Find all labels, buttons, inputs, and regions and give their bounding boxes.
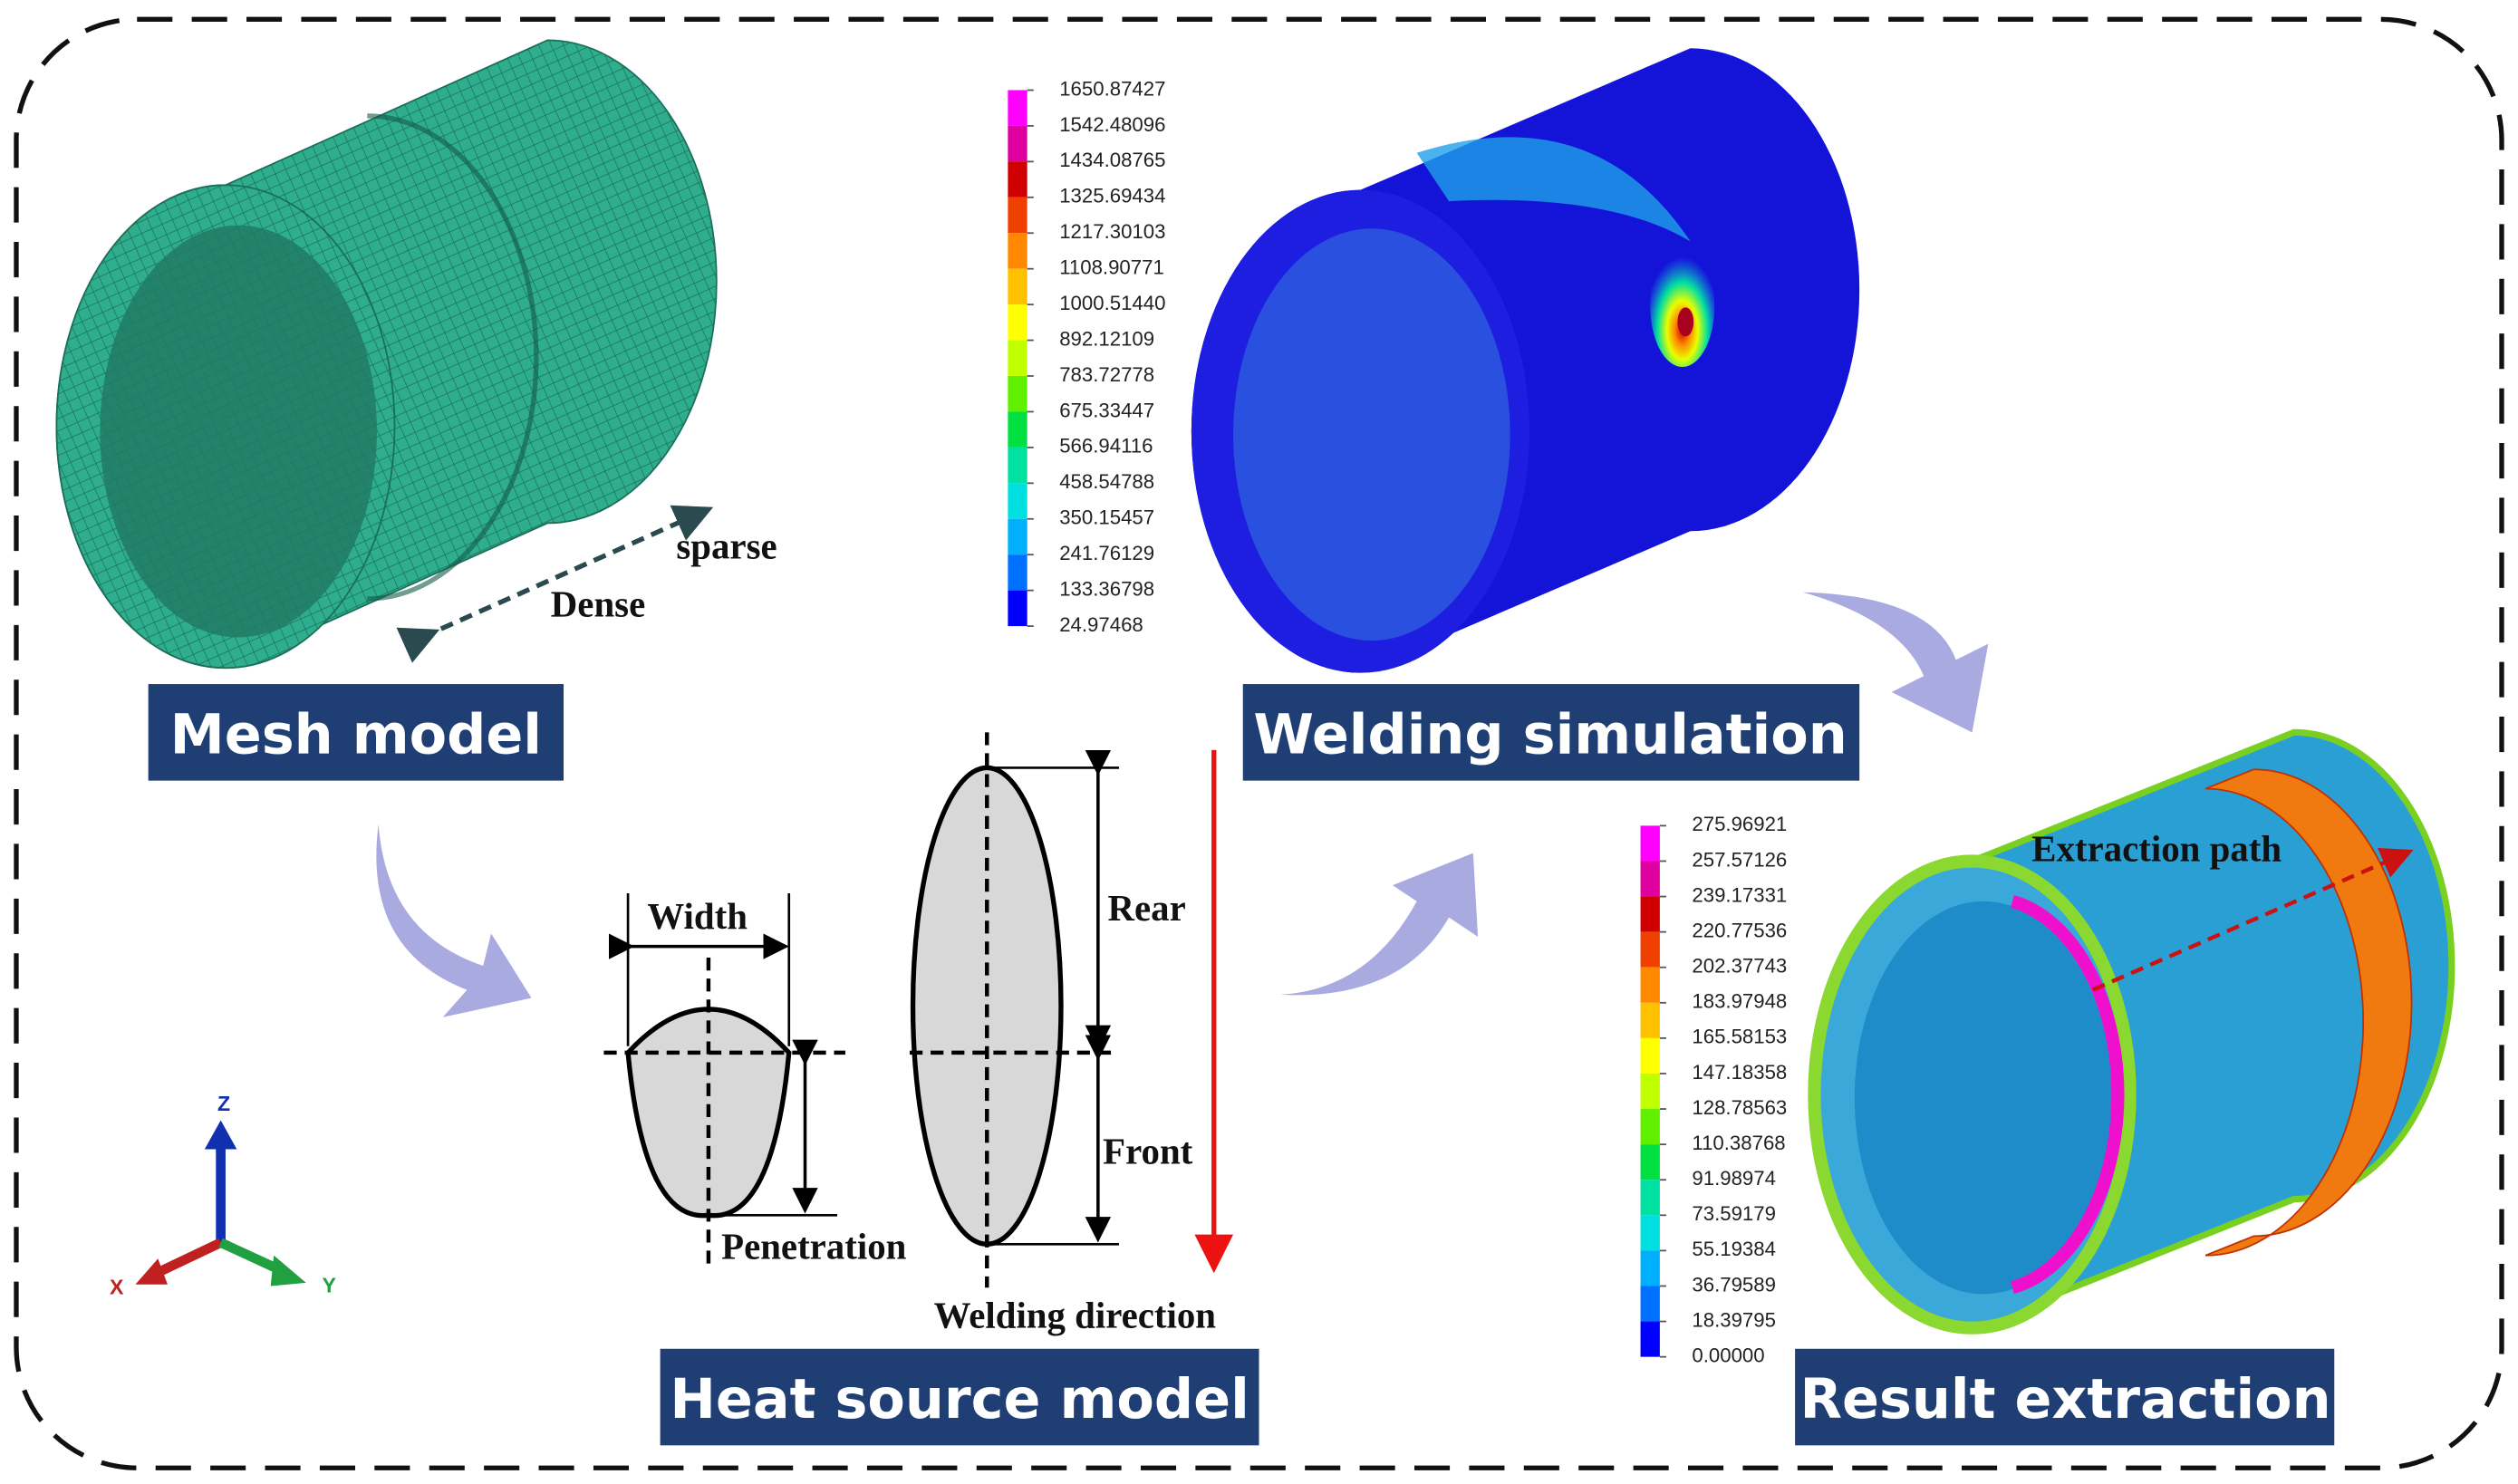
sparse-label: sparse: [676, 525, 777, 566]
legend-label: 566.94116: [1059, 435, 1153, 458]
title-box: [1795, 1348, 2335, 1446]
legend-swatch: [1008, 197, 1027, 234]
density-arrow: [396, 505, 714, 663]
dashed-border: [14, 16, 2504, 1470]
legend-label: 128.78563: [1692, 1096, 1787, 1119]
legend-label: 91.98974: [1692, 1167, 1776, 1190]
legend-label: 24.97468: [1059, 613, 1143, 636]
legend-label: 18.39795: [1692, 1308, 1776, 1331]
legend-label: 183.97948: [1692, 990, 1787, 1013]
legend-label: 1650.87427: [1059, 77, 1165, 100]
axes-triad: Z X Y: [110, 1092, 337, 1299]
legend-swatch: [1008, 90, 1027, 126]
legend-swatch: [1640, 931, 1660, 968]
legend-label: 133.36798: [1059, 578, 1154, 601]
legend-swatch: [1008, 447, 1027, 484]
legend-swatch: [1008, 233, 1027, 269]
panel-title: Mesh model: [170, 703, 542, 766]
title-box: [660, 1348, 1259, 1446]
legend-label: 147.18358: [1692, 1061, 1787, 1084]
flow-arrows: [376, 592, 1989, 1017]
legend-swatch: [1640, 1073, 1660, 1110]
axis-label: X: [110, 1275, 124, 1298]
legend-swatch: [1008, 376, 1027, 412]
axis-label: Z: [217, 1092, 230, 1115]
legend-swatch: [1640, 1037, 1660, 1074]
legend-label: 458.54788: [1059, 470, 1154, 493]
legend-swatch: [1008, 161, 1027, 198]
legend-label: 1325.69434: [1059, 185, 1165, 207]
legend-swatch: [1008, 268, 1027, 305]
width-label: Width: [647, 896, 748, 937]
extraction-path: [2091, 847, 2414, 992]
title-box: [148, 684, 564, 781]
legend-label: 257.57126: [1692, 848, 1787, 871]
legend-label: 73.59179: [1692, 1202, 1776, 1225]
legend-swatch: [1640, 896, 1660, 932]
legend-swatch: [1640, 1002, 1660, 1038]
rear-label: Rear: [1108, 888, 1186, 929]
legend-label: 783.72778: [1059, 363, 1154, 386]
legend-label: 350.15457: [1059, 506, 1154, 529]
legend-swatch: [1640, 1250, 1660, 1286]
legend-label: 1434.08765: [1059, 149, 1165, 171]
legend-label: 1000.51440: [1059, 292, 1165, 314]
panel-title: Heat source model: [670, 1368, 1249, 1431]
panel-title: Result extraction: [1799, 1368, 2330, 1431]
path-label: Extraction path: [2031, 828, 2282, 869]
legend-swatch: [1640, 861, 1660, 897]
front-label: Front: [1103, 1131, 1193, 1171]
legend-swatch: [1008, 483, 1027, 519]
legend-label: 165.58153: [1692, 1026, 1787, 1048]
legend-label: 0.00000: [1692, 1344, 1764, 1367]
legend-label: 1108.90771: [1059, 256, 1164, 279]
axis-label: Y: [323, 1274, 337, 1297]
legend-label: 1542.48096: [1059, 113, 1165, 136]
legend-label: 1217.30103: [1059, 220, 1165, 243]
legend-swatch: [1640, 1180, 1660, 1216]
result-cylinder: [1808, 728, 2455, 1335]
dense-label: Dense: [551, 583, 645, 624]
legend-label: 55.19384: [1692, 1238, 1776, 1260]
legend-label: 275.96921: [1692, 813, 1787, 835]
panel-title: Welding simulation: [1253, 703, 1847, 766]
legend-label: 239.17331: [1692, 883, 1787, 906]
legend-swatch: [1640, 967, 1660, 1003]
legends: 1650.87427 1542.48096 1434.08765 1325.69434…: [1008, 77, 1787, 1367]
legend-swatch: [1640, 1286, 1660, 1322]
welding-cylinder: [1191, 48, 1860, 673]
legend-swatch: [1008, 554, 1027, 591]
legend-swatch: [1008, 125, 1027, 162]
penetration-label: Penetration: [721, 1226, 907, 1267]
legend-swatch: [1008, 340, 1027, 377]
legend-swatch: [1008, 590, 1027, 627]
legend-swatch: [1640, 1215, 1660, 1251]
legend-swatch: [1640, 825, 1660, 862]
legend-label: 675.33447: [1059, 399, 1154, 421]
legend-label: 202.37743: [1692, 955, 1787, 978]
legend-swatch: [1008, 304, 1027, 341]
legend-swatch: [1640, 1321, 1660, 1357]
legend-label: 220.77536: [1692, 919, 1787, 941]
legend-label: 110.38768: [1692, 1132, 1785, 1154]
mesh-cylinder: [55, 39, 718, 670]
legend-swatch: [1640, 1109, 1660, 1145]
legend-swatch: [1008, 411, 1027, 448]
legend-label: 36.79589: [1692, 1273, 1776, 1296]
direction-label: Welding direction: [934, 1296, 1217, 1336]
legend-swatch: [1008, 518, 1027, 555]
legend-swatch: [1640, 1144, 1660, 1180]
legend-label: 892.12109: [1059, 327, 1154, 350]
title-box: [1242, 684, 1860, 781]
heat-source-shapes: [603, 732, 1234, 1288]
legend-label: 241.76129: [1059, 542, 1154, 564]
